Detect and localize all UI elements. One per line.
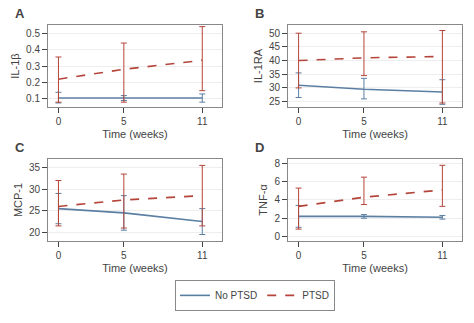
svg-text:0.3: 0.3: [26, 61, 40, 72]
svg-text:D: D: [255, 140, 264, 155]
svg-text:5: 5: [361, 116, 367, 127]
svg-text:0: 0: [56, 250, 62, 261]
svg-text:PTSD: PTSD: [302, 290, 329, 301]
svg-text:5: 5: [121, 250, 127, 261]
svg-text:45: 45: [269, 41, 281, 52]
svg-text:B: B: [255, 6, 264, 21]
svg-text:8: 8: [275, 158, 281, 169]
svg-text:25: 25: [29, 205, 41, 216]
svg-text:0.4: 0.4: [26, 44, 40, 55]
svg-text:0.2: 0.2: [26, 77, 40, 88]
svg-text:0.1: 0.1: [26, 93, 40, 104]
svg-text:30: 30: [29, 184, 41, 195]
svg-text:35: 35: [29, 162, 41, 173]
svg-text:Time (weeks): Time (weeks): [102, 128, 168, 140]
svg-text:Time (weeks): Time (weeks): [342, 262, 408, 274]
svg-text:A: A: [15, 6, 25, 21]
svg-text:30: 30: [269, 82, 281, 93]
svg-text:Time (weeks): Time (weeks): [102, 262, 168, 274]
svg-text:Time (weeks): Time (weeks): [342, 128, 408, 140]
svg-text:11: 11: [437, 116, 448, 127]
svg-text:5: 5: [361, 250, 367, 261]
svg-text:35: 35: [269, 69, 281, 80]
svg-text:6: 6: [275, 176, 281, 187]
svg-text:4: 4: [275, 194, 281, 205]
svg-text:MCP-1: MCP-1: [12, 183, 24, 217]
svg-text:40: 40: [269, 55, 281, 66]
svg-text:0.5: 0.5: [26, 28, 40, 39]
svg-text:0: 0: [56, 116, 62, 127]
svg-text:IL-1β: IL-1β: [9, 53, 21, 78]
svg-text:50: 50: [269, 28, 281, 39]
svg-text:TNF-α: TNF-α: [257, 184, 269, 216]
svg-text:11: 11: [437, 250, 448, 261]
svg-text:0: 0: [296, 250, 302, 261]
svg-text:25: 25: [269, 96, 281, 107]
svg-text:C: C: [15, 140, 25, 155]
svg-text:IL-1RA: IL-1RA: [252, 48, 264, 83]
svg-text:11: 11: [197, 116, 208, 127]
svg-text:20: 20: [29, 227, 41, 238]
svg-text:0: 0: [275, 231, 281, 242]
svg-text:No PTSD: No PTSD: [215, 290, 257, 301]
svg-text:5: 5: [121, 116, 127, 127]
svg-text:2: 2: [275, 213, 281, 224]
svg-text:0: 0: [296, 116, 302, 127]
svg-text:11: 11: [197, 250, 208, 261]
